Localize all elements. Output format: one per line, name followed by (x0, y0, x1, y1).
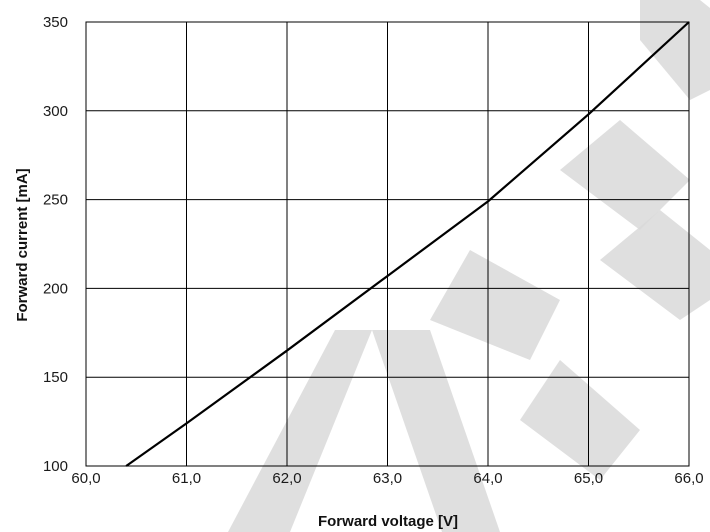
watermark-stroke-2 (372, 330, 500, 532)
y-tick-label: 250 (43, 192, 68, 209)
watermark-stroke-6 (600, 210, 710, 320)
plot-frame (85, 21, 690, 467)
y-axis-title: Forward current [mA] (14, 168, 31, 321)
watermark-stroke-4 (520, 360, 640, 480)
x-tick-label: 66,0 (674, 470, 703, 487)
series-line (125, 21, 690, 467)
x-tick-label: 60,0 (71, 470, 100, 487)
watermark-stroke-1 (228, 330, 372, 532)
x-axis-ticks: 60,0 61,0 62,0 63,0 64,0 65,0 66,0 (71, 470, 703, 487)
y-tick-label: 100 (43, 458, 68, 475)
plot-area (125, 21, 690, 467)
x-tick-label: 64,0 (473, 470, 502, 487)
x-tick-label: 61,0 (172, 470, 201, 487)
watermark (228, 0, 710, 532)
x-tick-label: 62,0 (272, 470, 301, 487)
y-axis-ticks: 100 150 200 250 300 350 (43, 14, 68, 475)
y-tick-label: 350 (43, 14, 68, 31)
y-tick-label: 200 (43, 280, 68, 297)
y-tick-label: 300 (43, 103, 68, 120)
grid (85, 21, 690, 467)
watermark-stroke-5 (560, 120, 690, 230)
watermark-stroke-7 (640, 0, 710, 100)
watermark-stroke-3 (430, 250, 560, 360)
x-tick-label: 65,0 (574, 470, 603, 487)
y-tick-label: 150 (43, 369, 68, 386)
x-tick-label: 63,0 (373, 470, 402, 487)
x-axis-title: Forward voltage [V] (318, 513, 458, 530)
